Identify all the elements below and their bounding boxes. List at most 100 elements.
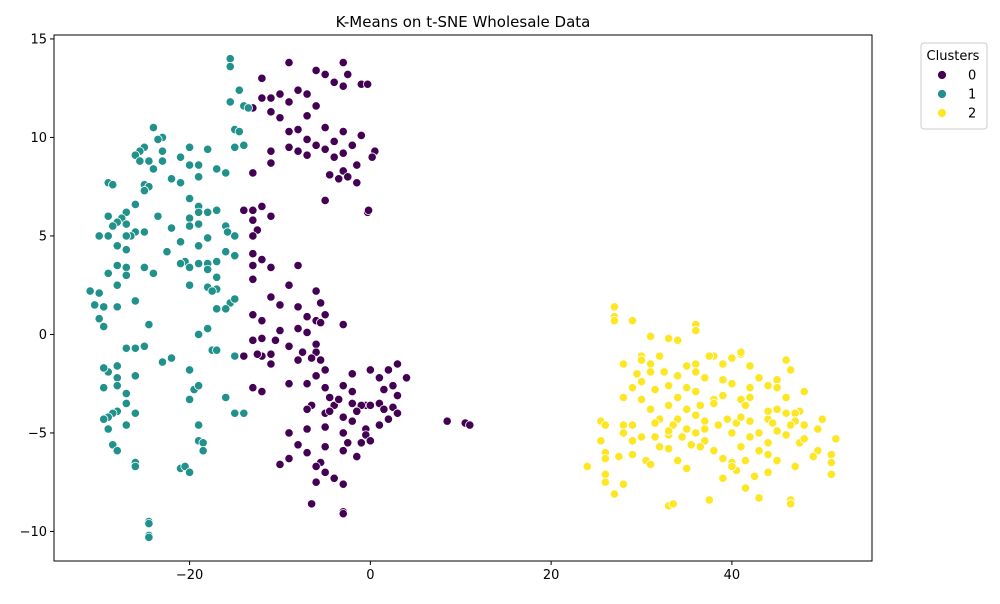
point-cluster-0 (334, 174, 344, 184)
point-cluster-1 (212, 164, 222, 174)
point-cluster-1 (166, 353, 177, 363)
point-cluster-0 (302, 424, 312, 434)
point-cluster-0 (306, 353, 317, 363)
point-cluster-0 (338, 81, 348, 91)
point-cluster-0 (379, 385, 389, 395)
point-cluster-2 (740, 455, 751, 466)
point-cluster-2 (745, 361, 755, 371)
point-cluster-2 (650, 385, 660, 395)
point-cluster-1 (94, 314, 104, 324)
point-cluster-2 (691, 386, 701, 397)
point-cluster-0 (356, 438, 366, 448)
point-cluster-0 (248, 231, 258, 241)
point-cluster-0 (257, 316, 267, 326)
point-cluster-0 (325, 170, 335, 180)
point-cluster-0 (252, 349, 262, 359)
point-cluster-2 (781, 430, 791, 440)
point-cluster-0 (248, 335, 258, 345)
point-cluster-2 (682, 463, 692, 474)
point-cluster-0 (352, 178, 362, 188)
point-cluster-1 (153, 211, 163, 221)
point-cluster-2 (799, 434, 809, 444)
point-cluster-1 (212, 304, 222, 314)
point-cluster-2 (677, 432, 687, 442)
point-cluster-0 (363, 79, 373, 89)
point-cluster-0 (257, 254, 267, 265)
point-cluster-0 (311, 371, 321, 381)
point-cluster-0 (363, 205, 374, 215)
point-cluster-1 (94, 231, 104, 241)
point-cluster-1 (222, 227, 233, 237)
point-cluster-0 (257, 201, 267, 211)
point-cluster-0 (320, 69, 330, 80)
point-cluster-2 (790, 461, 800, 472)
point-cluster-2 (745, 416, 755, 426)
point-cluster-0 (275, 89, 285, 99)
legend-label-0: 0 (968, 69, 976, 84)
point-cluster-2 (772, 383, 782, 393)
point-cluster-1 (139, 227, 149, 237)
point-cluster-2 (618, 479, 629, 489)
point-cluster-0 (275, 459, 285, 470)
point-cluster-0 (239, 351, 249, 361)
point-cluster-2 (627, 420, 638, 430)
point-cluster-2 (645, 331, 656, 342)
point-cluster-2 (582, 461, 592, 472)
point-cluster-2 (636, 394, 647, 405)
point-cluster-2 (763, 467, 773, 477)
point-cluster-0 (293, 146, 303, 156)
y-tick-label: 0 (39, 328, 47, 343)
point-cluster-1 (194, 160, 204, 170)
point-cluster-1 (112, 241, 122, 251)
point-cluster-2 (691, 325, 701, 336)
point-cluster-0 (320, 442, 330, 452)
point-cluster-2 (691, 428, 701, 438)
point-cluster-0 (270, 335, 281, 345)
point-cluster-2 (781, 408, 791, 418)
point-cluster-0 (248, 383, 258, 393)
point-cluster-2 (786, 365, 796, 375)
point-cluster-2 (754, 428, 764, 438)
point-cluster-1 (212, 272, 222, 282)
point-cluster-0 (379, 404, 389, 414)
point-cluster-0 (392, 359, 403, 369)
point-cluster-1 (121, 270, 131, 280)
point-cluster-0 (338, 412, 348, 422)
point-cluster-1 (221, 168, 231, 178)
point-cluster-2 (645, 404, 656, 414)
point-cluster-2 (682, 404, 692, 414)
point-cluster-0 (297, 347, 308, 357)
point-cluster-1 (212, 205, 222, 215)
point-cluster-0 (320, 122, 330, 133)
point-cluster-2 (790, 408, 800, 418)
point-cluster-0 (302, 111, 312, 121)
x-tick-label: 40 (724, 568, 741, 583)
point-cluster-2 (600, 477, 610, 487)
point-cluster-0 (347, 416, 357, 426)
point-cluster-1 (194, 172, 204, 182)
point-cluster-0 (383, 414, 394, 424)
point-cluster-0 (365, 365, 375, 375)
point-cluster-0 (320, 310, 330, 320)
point-cluster-1 (103, 268, 113, 278)
point-cluster-1 (121, 231, 131, 241)
point-cluster-0 (266, 292, 276, 302)
point-cluster-1 (108, 180, 118, 190)
point-cluster-2 (673, 371, 683, 381)
legend-box (920, 42, 988, 130)
point-cluster-0 (365, 436, 375, 446)
point-cluster-2 (654, 351, 665, 361)
point-cluster-2 (682, 361, 692, 371)
point-cluster-1 (198, 446, 208, 456)
point-cluster-2 (831, 434, 841, 444)
point-cluster-2 (749, 471, 760, 481)
point-cluster-1 (112, 361, 122, 371)
y-tick-label: 15 (30, 32, 47, 47)
point-cluster-1 (130, 371, 140, 381)
point-cluster-0 (302, 448, 312, 458)
x-tick-label: 0 (366, 568, 374, 583)
point-cluster-1 (108, 221, 118, 231)
point-cluster-2 (700, 424, 710, 434)
point-cluster-1 (184, 262, 195, 273)
point-cluster-0 (275, 113, 285, 123)
